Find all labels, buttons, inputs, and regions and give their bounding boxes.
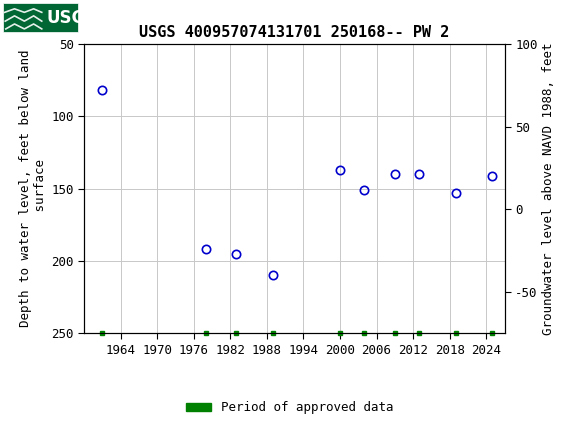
Title: USGS 400957074131701 250168-- PW 2: USGS 400957074131701 250168-- PW 2	[139, 25, 450, 40]
Legend: Period of approved data: Period of approved data	[181, 396, 399, 419]
Text: USGS: USGS	[46, 9, 97, 27]
FancyBboxPatch shape	[3, 3, 78, 32]
Y-axis label: Depth to water level, feet below land
 surface: Depth to water level, feet below land su…	[19, 50, 47, 327]
Y-axis label: Groundwater level above NAVD 1988, feet: Groundwater level above NAVD 1988, feet	[542, 42, 554, 335]
